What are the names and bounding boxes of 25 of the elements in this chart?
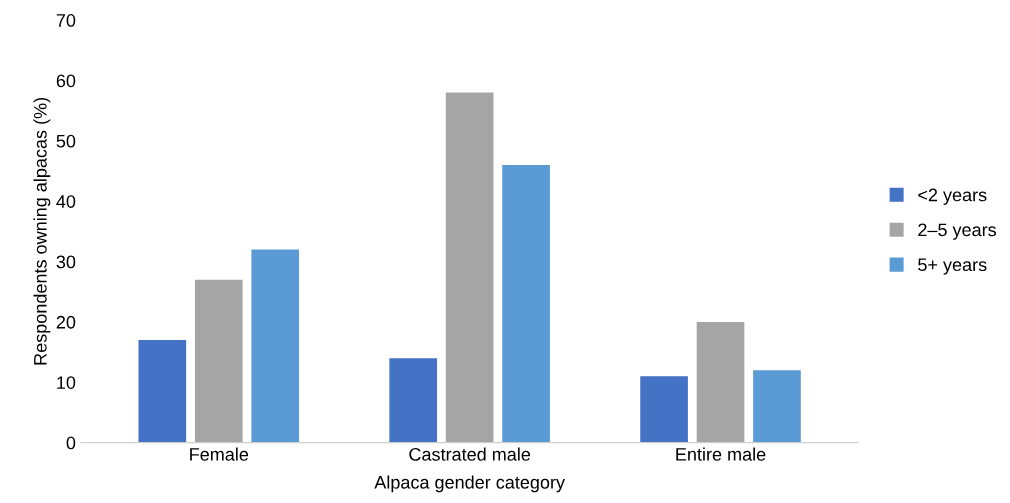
y-tick-label: 40: [56, 195, 76, 208]
y-tick-label: 10: [57, 376, 76, 389]
y-tick-label: 20: [56, 315, 76, 329]
bar: [502, 164, 550, 443]
bar: [445, 92, 494, 443]
bar: [640, 376, 688, 443]
y-tick-label: 70: [56, 14, 76, 27]
y-tick-label: 30: [56, 255, 76, 269]
x-tick-label: Female: [190, 447, 249, 461]
legend-label: <2 years: [918, 188, 987, 205]
legend-label: 5+ years: [918, 258, 987, 275]
y-tick-label: 0: [66, 436, 76, 450]
y-tick-label: 50: [56, 134, 76, 148]
x-tick-label: Castrated male: [409, 447, 531, 461]
bar: [138, 340, 187, 443]
bar: [696, 321, 745, 443]
bar: [753, 370, 801, 443]
y-tick-label: 60: [56, 74, 76, 88]
bar: [194, 279, 243, 443]
x-axis-title: Alpaca gender category: [374, 475, 565, 493]
bar: [251, 249, 300, 443]
legend-label: 2–5 years: [918, 223, 997, 240]
bar: [389, 358, 438, 443]
y-axis-title: Respondents owning alpacas (%): [33, 98, 51, 365]
x-tick-label: Entire male: [676, 447, 766, 461]
